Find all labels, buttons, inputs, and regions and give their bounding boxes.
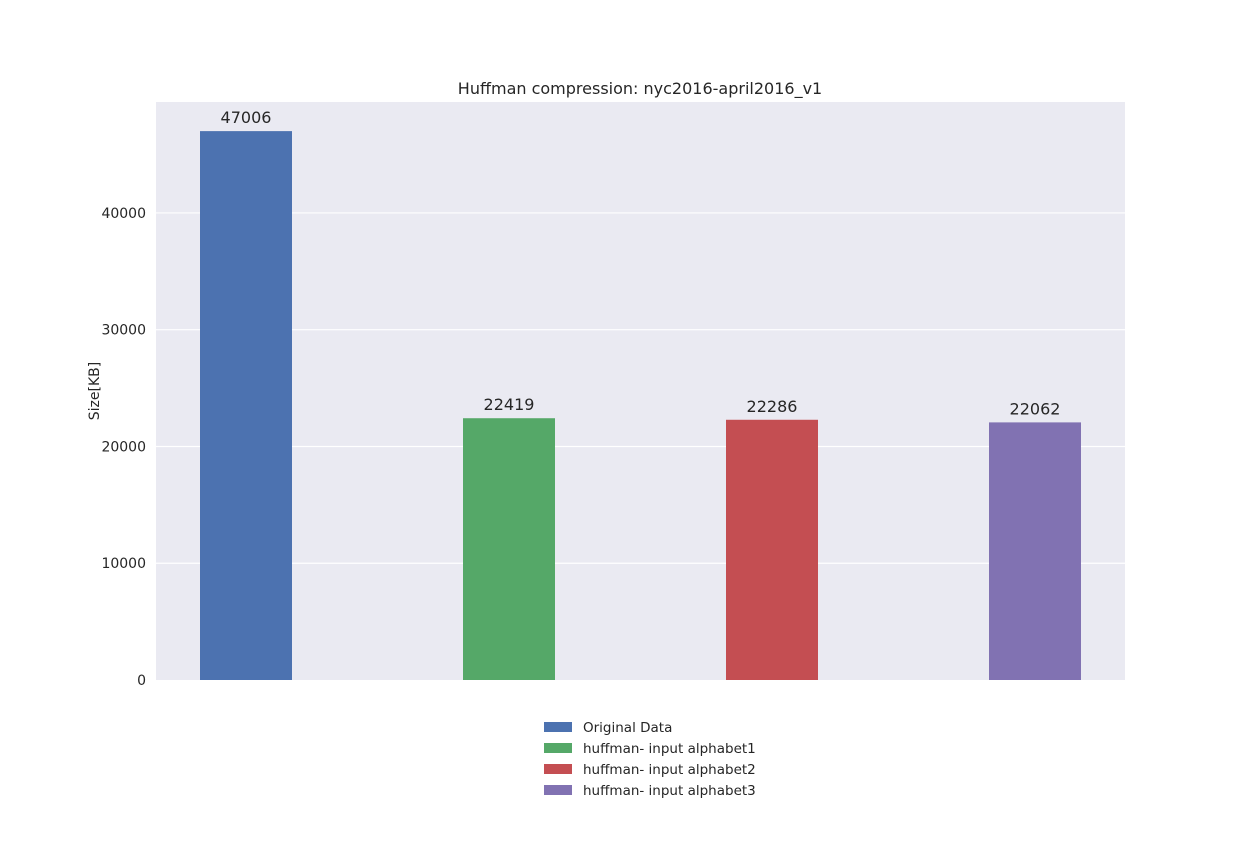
legend-label: huffman- input alphabet1 bbox=[583, 741, 756, 757]
plot-area bbox=[156, 102, 1125, 680]
legend-label: huffman- input alphabet3 bbox=[583, 783, 756, 799]
bar bbox=[726, 419, 818, 680]
grid-lines bbox=[156, 212, 1125, 564]
y-tick-label: 20000 bbox=[101, 439, 146, 455]
bar-value-label: 22062 bbox=[1010, 399, 1061, 418]
y-axis-ticks: 0 10000 20000 30000 40000 bbox=[101, 206, 146, 689]
bar-value-label: 22286 bbox=[747, 397, 798, 416]
y-axis-label: Size[KB] bbox=[87, 362, 103, 420]
bar-labels: 47006 22419 22286 22062 bbox=[221, 108, 1061, 418]
bar bbox=[200, 131, 292, 681]
y-tick-label: 10000 bbox=[101, 556, 146, 572]
bar bbox=[463, 418, 555, 680]
y-tick-label: 0 bbox=[137, 673, 146, 689]
legend: Original Data huffman- input alphabet1 huf… bbox=[544, 720, 756, 799]
bars bbox=[200, 131, 1081, 681]
legend-swatch bbox=[544, 722, 572, 732]
legend-label: Original Data bbox=[583, 720, 672, 736]
legend-swatch bbox=[544, 785, 572, 795]
chart-title: Huffman compression: nyc2016-april2016_v… bbox=[458, 79, 822, 99]
legend-swatch bbox=[544, 743, 572, 753]
y-tick-label: 30000 bbox=[101, 323, 146, 339]
legend-label: huffman- input alphabet2 bbox=[583, 762, 756, 778]
bar-value-label: 22419 bbox=[484, 395, 535, 414]
bar bbox=[989, 422, 1081, 680]
legend-swatch bbox=[544, 764, 572, 774]
y-tick-label: 40000 bbox=[101, 206, 146, 222]
bar-value-label: 47006 bbox=[221, 108, 272, 127]
